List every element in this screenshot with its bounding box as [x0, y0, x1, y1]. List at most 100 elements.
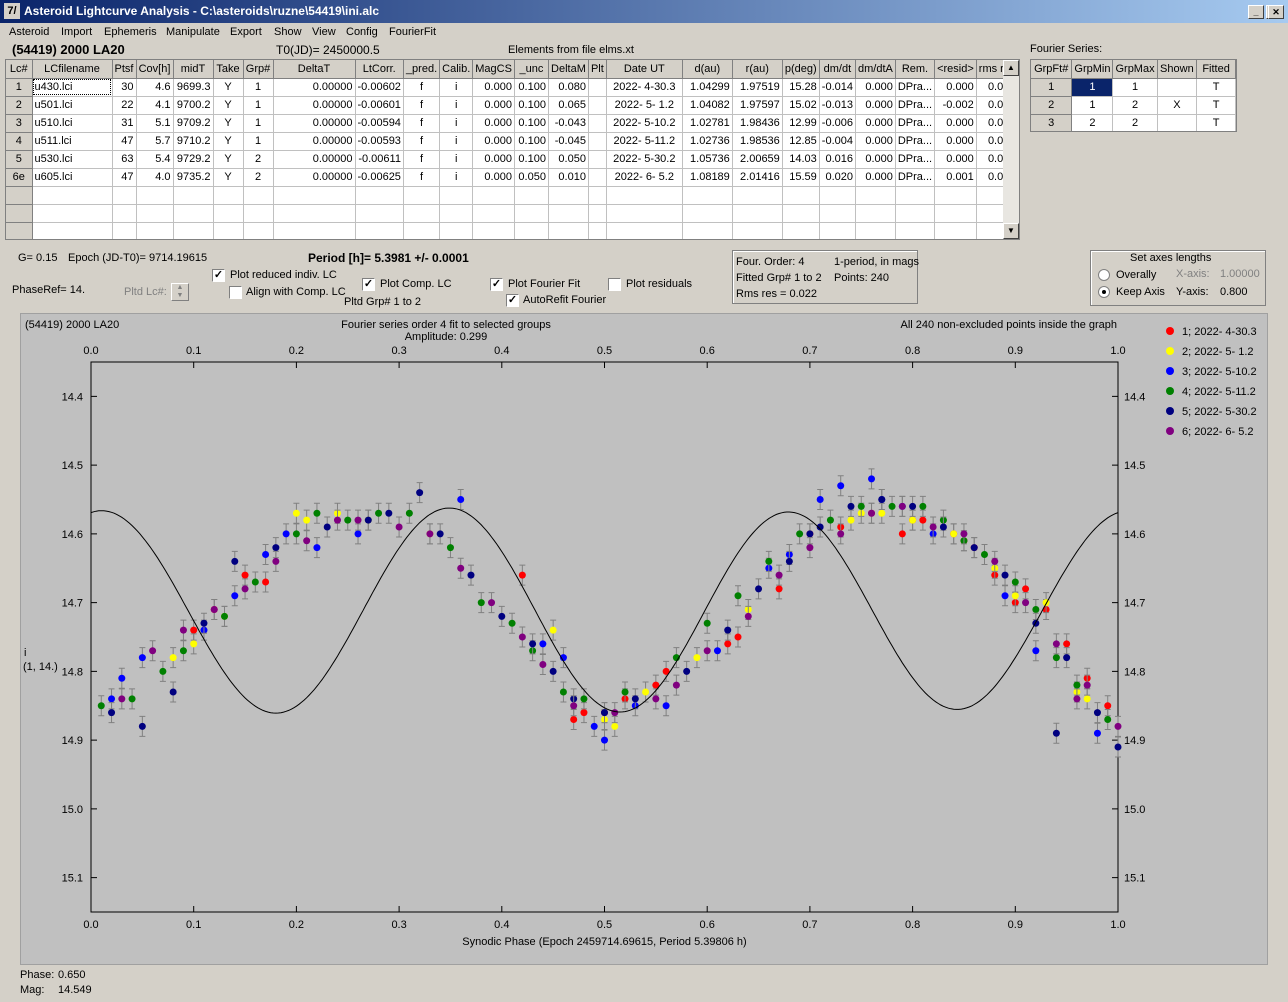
fourier-series-table[interactable]: GrpFt# GrpMin GrpMax Shown Fitted 1 1 1 T 2 1 2 X T 3 2… [1030, 59, 1237, 132]
table-cell[interactable]: 3 [1031, 114, 1073, 131]
table-cell[interactable] [136, 186, 174, 205]
table-cell[interactable] [472, 186, 515, 205]
table-cell[interactable]: 5.7 [136, 132, 174, 151]
table-cell[interactable]: f [403, 150, 441, 169]
table-cell[interactable] [273, 186, 356, 205]
table-cell[interactable]: DPra... [895, 168, 936, 187]
table-cell[interactable]: 0.00000 [273, 96, 356, 115]
plot-residuals-checkbox[interactable] [608, 278, 621, 291]
table-cell[interactable]: 0.000 [855, 150, 896, 169]
table-cell[interactable] [355, 186, 404, 205]
table-cell[interactable] [136, 204, 174, 223]
table-cell[interactable]: 1 [1112, 78, 1158, 97]
table-cell[interactable]: 1.98536 [732, 132, 783, 151]
table-cell[interactable]: 1.98436 [732, 114, 783, 133]
lc-col-header[interactable]: LCfilename [32, 60, 113, 79]
lc-col-header[interactable]: Take [213, 60, 244, 79]
table-cell[interactable] [213, 186, 244, 205]
table-cell[interactable]: f [403, 168, 441, 187]
table-cell[interactable]: 1.02781 [682, 114, 733, 133]
menu-import[interactable]: Import [61, 26, 93, 38]
table-cell[interactable] [112, 204, 137, 223]
table-cell[interactable]: 1 [1071, 96, 1114, 115]
table-cell[interactable]: i [439, 114, 474, 133]
table-cell[interactable]: 9735.2 [173, 168, 214, 187]
table-row[interactable]: 3 u510.lci 31 5.1 9709.2 Y 1 0.00000 -0.00594 f i 0… [6, 114, 1019, 133]
pltd-lc-spinner[interactable]: ▲ ▼ [171, 283, 189, 301]
table-cell[interactable]: -0.00611 [355, 150, 404, 169]
table-cell[interactable]: T [1196, 96, 1236, 115]
table-cell[interactable]: 2022- 5-11.2 [606, 132, 683, 151]
table-cell[interactable] [682, 204, 733, 223]
table-cell[interactable] [606, 204, 683, 223]
lc-col-header[interactable]: Lc# [6, 60, 33, 79]
table-cell[interactable] [782, 186, 820, 205]
scroll-up-button[interactable]: ▲ [1003, 60, 1019, 76]
table-cell[interactable] [514, 222, 549, 239]
table-cell[interactable] [243, 222, 274, 239]
table-cell[interactable]: Y [213, 168, 244, 187]
table-cell[interactable]: -0.00601 [355, 96, 404, 115]
table-cell[interactable] [403, 222, 441, 239]
plot-fourier-checkbox[interactable]: ✓ [490, 278, 503, 291]
table-cell[interactable]: 0.100 [514, 150, 549, 169]
table-cell[interactable] [732, 222, 783, 239]
table-cell[interactable] [782, 222, 820, 239]
table-cell[interactable]: i [439, 168, 474, 187]
table-cell[interactable]: f [403, 114, 441, 133]
table-cell[interactable]: DPra... [895, 78, 936, 97]
table-cell[interactable]: 0.000 [934, 78, 977, 97]
table-cell[interactable] [514, 186, 549, 205]
table-cell[interactable]: 0.080 [548, 78, 589, 97]
table-cell[interactable] [682, 186, 733, 205]
lc-col-header[interactable]: Plt [588, 60, 607, 79]
table-cell[interactable]: 1 [243, 96, 274, 115]
table-cell[interactable]: u430.lci [32, 78, 113, 97]
table-cell[interactable]: 2.01416 [732, 168, 783, 187]
keep-axis-radio[interactable] [1098, 286, 1110, 298]
table-cell[interactable] [588, 204, 607, 223]
lc-col-header[interactable]: _pred. [403, 60, 441, 79]
table-cell[interactable]: 4.1 [136, 96, 174, 115]
table-cell[interactable]: 0.000 [855, 114, 896, 133]
table-cell[interactable] [213, 222, 244, 239]
table-cell[interactable]: 0.000 [472, 114, 515, 133]
table-cell[interactable] [782, 204, 820, 223]
table-cell[interactable]: 1.97597 [732, 96, 783, 115]
table-cell[interactable]: Y [213, 132, 244, 151]
table-cell[interactable]: 2 [1071, 114, 1114, 131]
table-cell[interactable] [173, 204, 214, 223]
yaxis-value[interactable]: 0.800 [1220, 286, 1248, 298]
table-cell[interactable]: T [1196, 114, 1236, 131]
table-cell[interactable]: 9699.3 [173, 78, 214, 97]
table-cell[interactable]: i [439, 78, 474, 97]
table-cell[interactable] [472, 204, 515, 223]
table-cell[interactable]: 47 [112, 168, 137, 187]
table-cell[interactable]: u530.lci [32, 150, 113, 169]
table-cell[interactable]: 0.00000 [273, 150, 356, 169]
lc-col-header[interactable]: Calib. [439, 60, 474, 79]
table-cell[interactable] [606, 186, 683, 205]
table-cell[interactable]: 0.000 [472, 132, 515, 151]
table-cell[interactable]: 0.050 [514, 168, 549, 187]
table-cell[interactable]: 0.010 [548, 168, 589, 187]
table-cell[interactable]: 0.000 [472, 150, 515, 169]
table-cell[interactable]: X [1157, 96, 1198, 115]
table-cell[interactable]: -0.00625 [355, 168, 404, 187]
table-cell[interactable] [1157, 114, 1198, 131]
table-row[interactable] [6, 186, 1019, 205]
lightcurve-plot[interactable]: 0.0 0.0 0.1 0.1 0.2 0.2 0.3 0.3 0.4 0.4 0.5 0.5 0.6 0… [20, 313, 1268, 965]
table-cell[interactable]: DPra... [895, 150, 936, 169]
table-cell[interactable] [112, 222, 137, 239]
plot-comp-checkbox[interactable]: ✓ [362, 278, 375, 291]
table-row[interactable] [6, 222, 1019, 239]
table-cell[interactable]: 1.04299 [682, 78, 733, 97]
table-cell[interactable]: 0.065 [548, 96, 589, 115]
table-cell[interactable]: 0.001 [934, 168, 977, 187]
table-cell[interactable]: 1.08189 [682, 168, 733, 187]
table-cell[interactable]: i [439, 150, 474, 169]
table-cell[interactable] [895, 204, 936, 223]
app-icon[interactable]: 7/ [4, 3, 20, 19]
